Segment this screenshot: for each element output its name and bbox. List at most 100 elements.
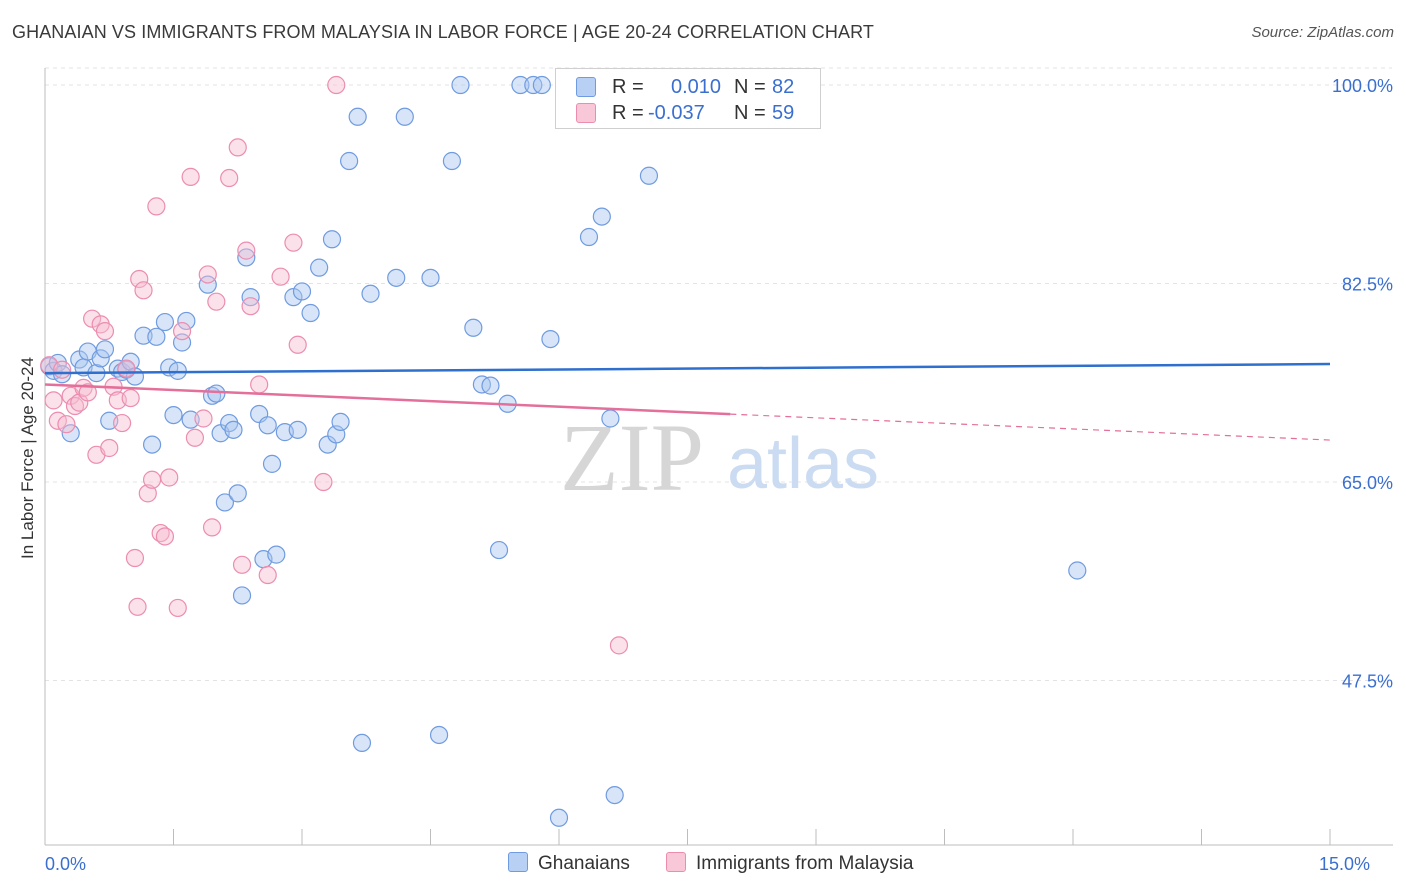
ghanaian-point bbox=[237, 248, 256, 267]
ghanaian-point bbox=[95, 340, 115, 359]
y-tick-label: 47.5% bbox=[1342, 672, 1393, 692]
watermark: ZIP atlas bbox=[560, 404, 879, 511]
data-points bbox=[40, 75, 1087, 827]
malaysia-point bbox=[181, 167, 200, 186]
ghanaian-point bbox=[451, 75, 470, 95]
y-tick-label: 82.5% bbox=[1342, 275, 1393, 295]
legend-n-value: 82 bbox=[772, 76, 795, 98]
ghanaian-point bbox=[91, 349, 110, 368]
ghanaian-point bbox=[177, 311, 196, 331]
malaysia-point bbox=[250, 375, 269, 394]
ghanaian-point bbox=[605, 785, 624, 805]
ghanaian-point bbox=[352, 733, 372, 753]
y-tick-label: 100.0% bbox=[1332, 76, 1393, 96]
legend-n-value: 59 bbox=[772, 102, 795, 124]
malaysia-point bbox=[288, 335, 307, 354]
ghanaian-point bbox=[61, 424, 80, 443]
ghanaian-point bbox=[532, 75, 551, 95]
legend-r-value: 0.010 bbox=[671, 76, 722, 98]
source-label: Source: ZipAtlas.com bbox=[1251, 24, 1394, 41]
malaysia-point bbox=[53, 360, 72, 379]
x-tick-label: 15.0% bbox=[1319, 854, 1370, 874]
ghanaian-point bbox=[164, 405, 183, 425]
malaysia-point bbox=[185, 428, 205, 447]
malaysia-point bbox=[194, 409, 213, 428]
trend-lines bbox=[44, 362, 1331, 441]
ghanaian-point bbox=[310, 258, 329, 277]
legend-swatch-blue bbox=[576, 77, 596, 97]
malaysia-point bbox=[130, 269, 149, 289]
ghanaian-point bbox=[215, 493, 234, 512]
ghanaian-point bbox=[232, 586, 252, 605]
ghanaian-point bbox=[464, 318, 483, 337]
legend-swatch-blue bbox=[508, 852, 528, 872]
ghanaian-point bbox=[198, 275, 217, 294]
malaysia-point bbox=[220, 168, 239, 188]
ghanaian-point bbox=[489, 540, 509, 560]
malaysia-point bbox=[128, 597, 147, 616]
malaysia-point bbox=[78, 383, 97, 402]
ghanaian-point bbox=[155, 312, 175, 332]
legend-label-malaysia: Immigrants from Malaysia bbox=[696, 853, 914, 874]
ghanaian-point bbox=[481, 376, 500, 395]
ghanaian-point bbox=[549, 808, 569, 827]
ghanaian-point bbox=[442, 151, 462, 171]
ghanaian-point bbox=[181, 410, 200, 429]
legend-item-ghanaians: Ghanaians bbox=[508, 852, 630, 875]
ghanaian-point bbox=[168, 361, 187, 380]
malaysia-point bbox=[147, 197, 166, 216]
ghanaian-point bbox=[348, 107, 367, 126]
malaysia-point bbox=[95, 322, 115, 341]
ghanaian-point bbox=[267, 545, 286, 564]
ghanaian-point bbox=[262, 454, 282, 473]
axes bbox=[44, 68, 1393, 846]
y-axis-label: In Labor Force | Age 20-24 bbox=[18, 357, 37, 559]
malaysia-point bbox=[100, 438, 119, 458]
ghanaian-point bbox=[592, 207, 611, 226]
malaysia-point bbox=[258, 565, 277, 585]
malaysia-point bbox=[138, 484, 157, 503]
x-tick-label: 0.0% bbox=[45, 854, 86, 874]
malaysia-trend-line-extension bbox=[730, 413, 1331, 441]
malaysia-point bbox=[271, 267, 290, 286]
malaysia-point bbox=[172, 322, 192, 341]
ghanaian-point bbox=[228, 484, 247, 503]
malaysia-point bbox=[44, 391, 63, 410]
ghanaian-point bbox=[541, 329, 560, 349]
malaysia-point bbox=[155, 527, 175, 546]
ghanaian-point bbox=[142, 435, 162, 454]
ghanaian-point bbox=[288, 420, 307, 439]
malaysia-point bbox=[207, 292, 226, 311]
ghanaian-point bbox=[387, 268, 406, 287]
watermark-zip: ZIP bbox=[560, 404, 704, 511]
malaysia-point bbox=[284, 233, 303, 252]
malaysia-point bbox=[117, 359, 136, 378]
malaysia-point bbox=[121, 388, 140, 408]
malaysia-point bbox=[202, 518, 222, 537]
ghanaian-point bbox=[1068, 561, 1087, 580]
legend-r-label: R = bbox=[612, 102, 644, 124]
ghanaian-point bbox=[258, 416, 277, 435]
legend-item-malaysia: Immigrants from Malaysia bbox=[666, 852, 914, 875]
ghanaian-point bbox=[224, 420, 243, 439]
malaysia-point bbox=[228, 138, 247, 157]
malaysia-point bbox=[112, 413, 132, 433]
ghanaian-point bbox=[207, 384, 226, 403]
legend-n-label: N = bbox=[734, 76, 766, 98]
tick-labels: 100.0% 82.5% 65.0% 47.5% 0.0% 15.0% bbox=[45, 76, 1393, 874]
y-tick-label: 65.0% bbox=[1342, 473, 1393, 493]
ghanaian-point bbox=[579, 227, 599, 247]
malaysia-point bbox=[237, 241, 256, 260]
ghanaian-point bbox=[429, 725, 449, 745]
malaysia-point bbox=[142, 470, 162, 489]
malaysia-point bbox=[327, 75, 346, 95]
malaysia-point bbox=[160, 468, 179, 487]
malaysia-point bbox=[241, 297, 260, 316]
ghanaian-point bbox=[421, 268, 440, 287]
ghanaian-point bbox=[361, 284, 380, 303]
malaysia-point bbox=[314, 472, 333, 492]
legend-r-value: -0.037 bbox=[648, 102, 705, 124]
malaysia-point bbox=[57, 415, 76, 434]
malaysia-point bbox=[168, 598, 187, 618]
legend-r-label: R = bbox=[612, 76, 644, 98]
